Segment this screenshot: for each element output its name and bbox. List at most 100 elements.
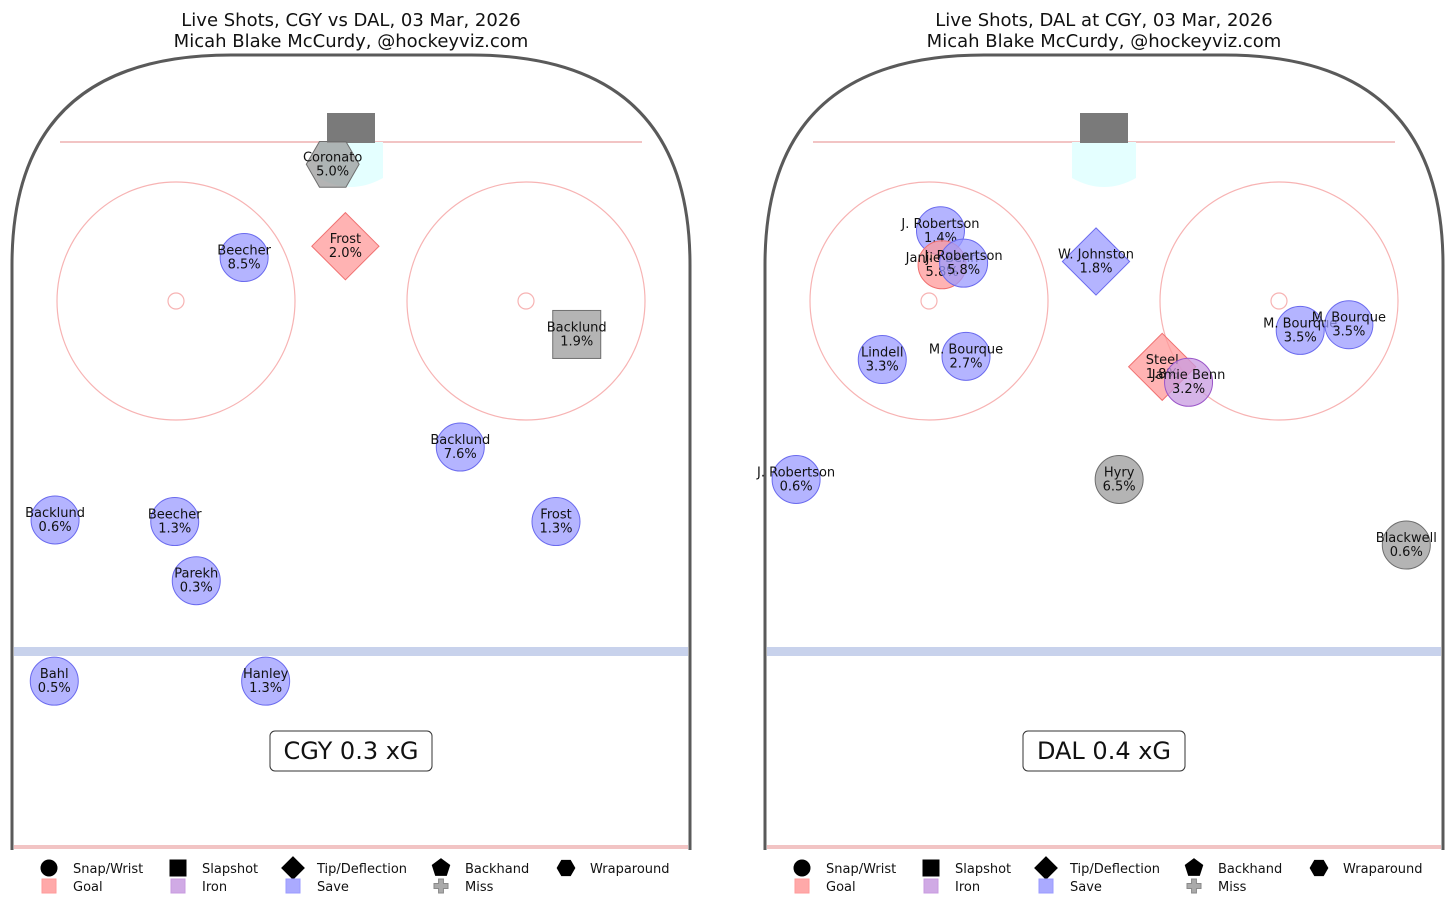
legend-shape-label: Wraparound <box>1343 862 1423 877</box>
legend-outcome-label: Save <box>1070 880 1102 895</box>
shot-xg-label: 5.8% <box>947 263 980 278</box>
shot-player-label: Coronato <box>303 150 362 165</box>
legend-shape-label: Wraparound <box>590 862 670 877</box>
shot-marker <box>171 556 221 606</box>
shot-marker <box>1061 227 1131 296</box>
shot-player-label: Bahl <box>40 667 69 682</box>
shot-marker <box>1094 454 1144 504</box>
xg-summary-box <box>1022 730 1186 772</box>
shot-xg-label: 3.3% <box>866 360 899 375</box>
faceoff-circle <box>56 181 296 421</box>
legend-outcome-label: Iron <box>202 880 227 895</box>
shot-xg-label: 3.5% <box>1284 330 1317 345</box>
legend-iron-swatch <box>170 878 186 894</box>
shot-xg-label: 0.3% <box>180 581 213 596</box>
goal-net <box>327 113 375 143</box>
shot-player-label: M. Bourque <box>1263 316 1337 331</box>
shot-xg-label: 1.3% <box>158 522 191 537</box>
shot-xg-label: 1.3% <box>249 681 282 696</box>
cgy-shot-map-panel: Live Shots, CGY vs DAL, 03 Mar, 2026 Mic… <box>10 10 692 850</box>
legend-outcome-label: Miss <box>465 880 494 895</box>
shot-player-label: J. Robertson <box>900 217 979 232</box>
legend-save-swatch <box>1038 878 1054 894</box>
xg-summary-box <box>269 730 433 772</box>
shot-marker <box>435 422 485 472</box>
shot-xg-label: 6.5% <box>1103 479 1136 494</box>
shot-xg-label: 1.3% <box>539 522 572 537</box>
shot-player-label: M. Bourque <box>929 342 1003 357</box>
shot-marker <box>305 141 360 188</box>
faceoff-circle <box>406 181 646 421</box>
shot-xg-label: 1.9% <box>560 334 593 349</box>
faceoff-dot <box>167 292 185 310</box>
shot-player-label: Beecher <box>217 244 271 259</box>
shot-marker <box>1164 357 1214 407</box>
shot-player-label: Frost <box>330 232 361 247</box>
square-marker-icon <box>169 859 187 877</box>
shot-player-label: J. Robertson <box>756 465 835 480</box>
shot-marker <box>941 331 991 381</box>
shot-marker <box>1381 520 1431 570</box>
shot-player-label: Beecher <box>148 508 202 523</box>
shot-marker <box>30 495 80 545</box>
shot-xg-label: 0.5% <box>38 681 71 696</box>
square-marker-icon <box>922 859 940 877</box>
legend-shape-label: Backhand <box>1218 862 1282 877</box>
faceoff-dot <box>920 292 938 310</box>
shot-xg-label: 2.0% <box>329 246 362 261</box>
xg-summary-text: DAL 0.4 xG <box>1037 737 1171 765</box>
shot-marker <box>552 309 602 359</box>
shot-marker <box>857 335 907 385</box>
shot-xg-label: 3.5% <box>1332 325 1365 340</box>
shot-marker <box>1324 300 1374 350</box>
dal-shot-map-panel: Live Shots, DAL at CGY, 03 Mar, 2026 Mic… <box>756 10 1445 850</box>
shot-xg-label: 7.6% <box>444 447 477 462</box>
legend-shape-label: Slapshot <box>955 862 1011 877</box>
chart-title: Live Shots, CGY vs DAL, 03 Mar, 2026 <box>181 10 520 31</box>
legend-shape-label: Snap/Wrist <box>73 862 143 877</box>
rink-boards <box>763 53 1445 850</box>
diamond-marker-icon <box>1034 856 1058 880</box>
shot-player-label: Frost <box>540 508 571 523</box>
blue-line <box>14 647 688 656</box>
shot-player-label: J. Robertson <box>924 249 1003 264</box>
shot-marker <box>150 497 200 547</box>
chart-title: Live Shots, DAL at CGY, 03 Mar, 2026 <box>935 10 1273 31</box>
legend-outcome-label: Goal <box>826 880 856 895</box>
blue-line <box>767 647 1441 656</box>
shot-player-label: Hanley <box>243 667 289 682</box>
legend-iron-swatch <box>923 878 939 894</box>
rink-boards <box>10 53 692 850</box>
shot-player-label: Backlund <box>430 433 490 448</box>
shot-marker <box>531 497 581 547</box>
pentagon-marker-icon <box>1184 858 1204 876</box>
shot-xg-label: 8.5% <box>228 258 261 273</box>
legend-outcome-label: Miss <box>1218 880 1247 895</box>
faceoff-circle <box>1159 181 1399 421</box>
shot-player-label: Parekh <box>174 567 218 582</box>
pentagon-marker-icon <box>431 858 451 876</box>
shot-xg-label: 5.0% <box>316 164 349 179</box>
shot-marker <box>241 656 291 706</box>
faceoff-dot <box>517 292 535 310</box>
legend-outcome-label: Goal <box>73 880 103 895</box>
shot-marker <box>939 238 989 288</box>
shot-xg-label: 3.2% <box>1172 382 1205 397</box>
shot-marker <box>219 233 269 282</box>
legend-outcome-label: Save <box>317 880 349 895</box>
shot-player-label: Lindell <box>861 346 904 361</box>
legend-goal-swatch <box>41 878 57 894</box>
circle-marker-icon <box>793 859 811 877</box>
shot-marker <box>1275 305 1325 355</box>
legend-goal-swatch <box>794 878 810 894</box>
goal-crease <box>1072 142 1136 187</box>
legend-shape-label: Slapshot <box>202 862 258 877</box>
diamond-marker-icon <box>281 856 305 880</box>
shot-xg-label: 0.6% <box>780 479 813 494</box>
faceoff-circle <box>809 181 1049 421</box>
shot-marker <box>771 454 821 504</box>
legend-outcome-label: Iron <box>955 880 980 895</box>
centre-red-line <box>767 845 1441 849</box>
shot-player-label: Backlund <box>547 320 607 335</box>
chart-subtitle: Micah Blake McCurdy, @hockeyviz.com <box>174 31 529 52</box>
